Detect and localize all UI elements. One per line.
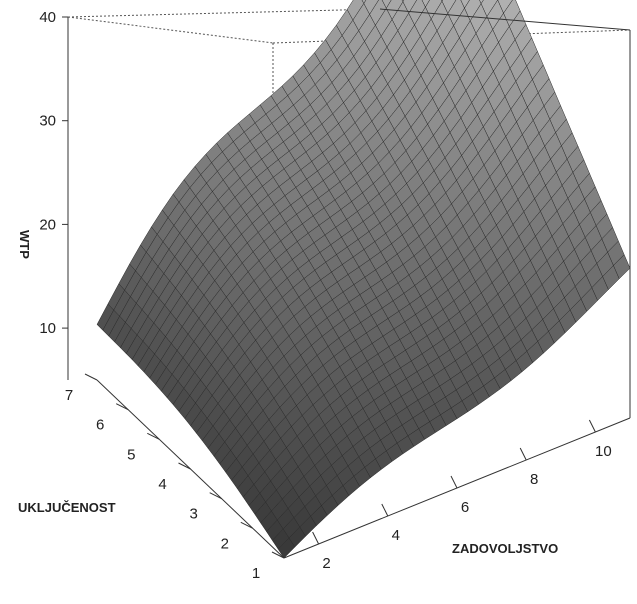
x-tick-label-4: 10	[595, 443, 612, 460]
y-tick-label-1: 2	[221, 535, 229, 552]
z-tick-label-1: 20	[39, 216, 56, 233]
back-top-edge-2	[68, 17, 273, 43]
y-tick-label-0: 1	[252, 565, 260, 582]
z-tick-label-2: 30	[39, 113, 56, 130]
x-tick-label-0: 2	[322, 555, 330, 572]
z-axis-title: WTP	[17, 230, 32, 259]
y-tick-6	[85, 374, 97, 380]
z-tick-label-3: 40	[39, 9, 56, 26]
x-tick-label-1: 4	[392, 527, 400, 544]
x-tick-label-2: 6	[461, 499, 469, 516]
y-tick-label-4: 5	[127, 446, 135, 463]
x-tick-1	[382, 504, 388, 516]
y-tick-label-5: 6	[96, 417, 104, 434]
back-top-edge	[68, 9, 380, 17]
z-tick-label-0: 10	[39, 320, 56, 337]
surface-mesh	[97, 0, 630, 558]
x-tick-0	[313, 532, 319, 544]
x-tick-4	[589, 420, 595, 432]
y-axis-title: UKLJUČENOST	[18, 500, 116, 515]
y-tick-label-6: 7	[65, 387, 73, 404]
x-tick-label-3: 8	[530, 471, 538, 488]
x-tick-3	[520, 448, 526, 460]
x-axis-title: ZADOVOLJSTVO	[452, 541, 558, 556]
z-axis: 10 20 30 40	[39, 9, 68, 337]
x-tick-2	[451, 476, 457, 488]
y-tick-label-2: 3	[190, 506, 198, 523]
y-tick-label-3: 4	[158, 476, 166, 493]
